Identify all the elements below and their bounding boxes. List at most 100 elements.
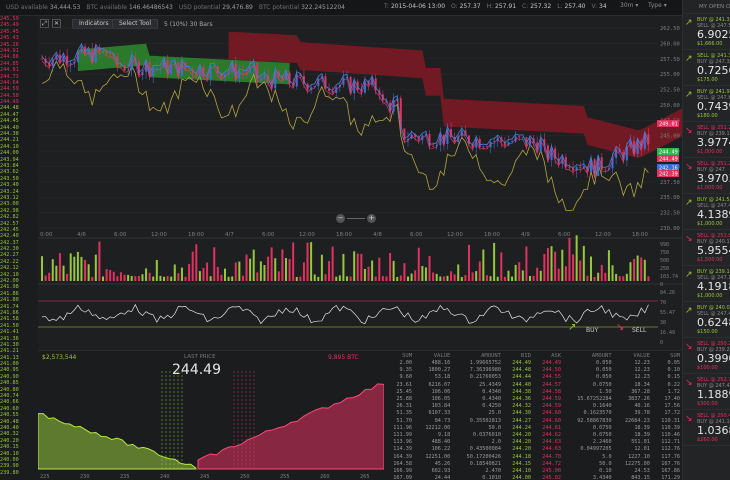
ladder-price[interactable]: 241.74 <box>0 303 19 310</box>
ladder-price[interactable]: 240.60 <box>0 405 19 412</box>
book-row[interactable]: 113.96 488.40 2.0 244.20 244.63 2.2460 551.01 1… <box>384 439 682 446</box>
depth-chart[interactable]: 225 230 235 240 245 250 255 260 265 <box>38 351 384 480</box>
ladder-price[interactable]: 244.48 <box>0 105 19 112</box>
ladder-price[interactable]: 240.74 <box>0 393 19 400</box>
book-row[interactable]: 9.60 53.18 0.21760053 244.44 244.55 0.050 12.2… <box>384 374 682 381</box>
ladder-price[interactable]: 242.82 <box>0 214 19 221</box>
ladder-price[interactable]: 244.49 <box>0 99 19 106</box>
ladder-price[interactable]: 244.21 <box>0 137 19 144</box>
ladder-price[interactable]: 241.36 <box>0 335 19 342</box>
book-row[interactable]: 111.99 9.18 0.0376010 244.20 244.62 0.0750 18.… <box>384 432 682 439</box>
ladder-price[interactable]: 244.91 <box>0 47 19 54</box>
ladder-price[interactable]: 240.80 <box>0 386 19 393</box>
book-row[interactable]: 167.09 24.44 0.1010 244.00 245.02 3.4340 843.1… <box>384 475 682 480</box>
ladder-price[interactable]: 244.40 <box>0 124 19 131</box>
ladder-price[interactable]: 245.59 <box>0 16 19 22</box>
zoom-out-button[interactable]: − <box>336 214 345 223</box>
book-row[interactable]: 114.39 106.22 0.43500084 244.20 244.63 0.0499… <box>384 446 682 453</box>
ladder-price[interactable]: 243.40 <box>0 182 19 189</box>
expand-icon[interactable]: ⤢ <box>40 19 49 28</box>
book-row[interactable]: 166.99 602.93 2.470 244.10 245.00 0.10 24.53 16… <box>384 468 682 475</box>
ladder-price[interactable]: 241.50 <box>0 322 19 329</box>
zoom-slider[interactable] <box>347 218 365 219</box>
ladder-price[interactable]: 244.47 <box>0 111 19 118</box>
ladder-price[interactable]: 244.86 <box>0 54 19 61</box>
ladder-price[interactable]: 241.30 <box>0 341 19 348</box>
ladder-price[interactable]: 240.48 <box>0 418 19 425</box>
ladder-price[interactable]: 242.98 <box>0 207 19 214</box>
book-row[interactable]: 164.39 12251.00 50.17200426 244.18 244.70 5.0… <box>384 454 682 461</box>
timeframe-select[interactable]: 30m ▾ <box>620 2 639 9</box>
ladder-price[interactable]: 242.40 <box>0 233 19 240</box>
book-row[interactable]: 51.35 6107.33 25.0 244.30 244.60 0.1623570 39.… <box>384 410 682 417</box>
book-row[interactable]: 51.70 84.73 0.35502813 244.27 244.60 92.58867… <box>384 418 682 425</box>
ladder-price[interactable]: 245.28 <box>0 41 19 48</box>
book-row[interactable]: 111.96 12212.00 50.0 244.24 244.61 0.0750 18.3… <box>384 425 682 432</box>
ladder-price[interactable]: 240.90 <box>0 373 19 380</box>
ladder-price[interactable]: 244.10 <box>0 143 19 150</box>
ladder-price[interactable]: 240.66 <box>0 399 19 406</box>
ladder-price[interactable]: 239.80 <box>0 469 19 476</box>
zoom-in-button[interactable]: + <box>367 214 376 223</box>
ladder-price[interactable]: 240.95 <box>0 367 19 374</box>
ladder-price[interactable]: 240.10 <box>0 450 19 457</box>
ladder-price[interactable]: 241.86 <box>0 290 19 297</box>
ladder-price[interactable]: 242.27 <box>0 252 19 259</box>
ladder-price[interactable]: 243.62 <box>0 169 19 176</box>
ladder-price[interactable]: 243.94 <box>0 156 19 163</box>
ladder-price[interactable]: 244.59 <box>0 86 19 93</box>
candlestick-chart[interactable]: 262.50260.00257.50255.00252.50250.00247.… <box>38 16 682 350</box>
ladder-price[interactable]: 244.45 <box>0 118 19 125</box>
book-row[interactable]: 25.88 106.05 0.4340 244.36 244.59 15.67252284… <box>384 396 682 403</box>
ladder-price[interactable]: 245.43 <box>0 35 19 42</box>
ladder-price[interactable]: 244.00 <box>0 150 19 157</box>
ladder-price[interactable]: 242.12 <box>0 265 19 272</box>
ladder-price[interactable]: 245.49 <box>0 22 19 29</box>
chart-type-select[interactable]: Type ▾ <box>648 2 667 9</box>
ladder-price[interactable]: 241.41 <box>0 329 19 336</box>
ladder-price[interactable]: 242.10 <box>0 271 19 278</box>
book-row[interactable]: 164.58 45.26 0.18540821 244.15 244.72 50.0 122… <box>384 461 682 468</box>
book-row[interactable]: 23.61 6216.07 25.4349 244.40 244.57 0.0750 18.… <box>384 382 682 389</box>
ladder-price[interactable]: 240.32 <box>0 431 19 438</box>
ladder-price[interactable]: 243.24 <box>0 188 19 195</box>
ladder-price[interactable]: 241.21 <box>0 348 19 355</box>
ladder-price[interactable]: 243.12 <box>0 194 19 201</box>
ladder-price[interactable]: 240.85 <box>0 380 19 387</box>
ladder-price[interactable]: 241.58 <box>0 316 19 323</box>
ladder-price[interactable]: 242.00 <box>0 278 19 285</box>
ladder-price[interactable]: 243.84 <box>0 162 19 169</box>
ladder-price[interactable]: 243.00 <box>0 201 19 208</box>
ladder-price[interactable]: 241.98 <box>0 284 19 291</box>
ladder-price[interactable]: 244.38 <box>0 131 19 138</box>
ladder-price[interactable]: 245.45 <box>0 28 19 35</box>
book-row[interactable]: 25.45 106.06 0.4340 244.38 244.58 1.50 367.28 1… <box>384 389 682 396</box>
rsi-sell-button[interactable]: SELL <box>632 327 647 334</box>
ladder-price[interactable]: 239.90 <box>0 463 19 470</box>
ladder-price[interactable]: 244.64 <box>0 79 19 86</box>
ladder-price[interactable]: 244.81 <box>0 67 19 74</box>
book-row[interactable]: 26.31 103.84 0.4250 244.32 244.59 0.1640 40.16… <box>384 403 682 410</box>
ladder-price[interactable]: 240.20 <box>0 437 19 444</box>
ladder-price[interactable]: 242.30 <box>0 246 19 253</box>
ladder-price[interactable]: 241.00 <box>0 361 19 368</box>
close-icon[interactable]: ✕ <box>52 19 61 28</box>
ladder-price[interactable]: 241.80 <box>0 297 19 304</box>
book-row[interactable]: 9.35 1800.27 7.36396980 244.48 244.50 0.050 12… <box>384 367 682 374</box>
ladder-price[interactable]: 240.55 <box>0 412 19 419</box>
ladder-price[interactable]: 244.50 <box>0 92 19 99</box>
ladder-price[interactable]: 240.00 <box>0 456 19 463</box>
book-row[interactable]: 2.00 488.16 1.99665752 244.49 244.49 0.050 12.… <box>384 360 682 367</box>
ladder-price[interactable]: 242.57 <box>0 220 19 227</box>
